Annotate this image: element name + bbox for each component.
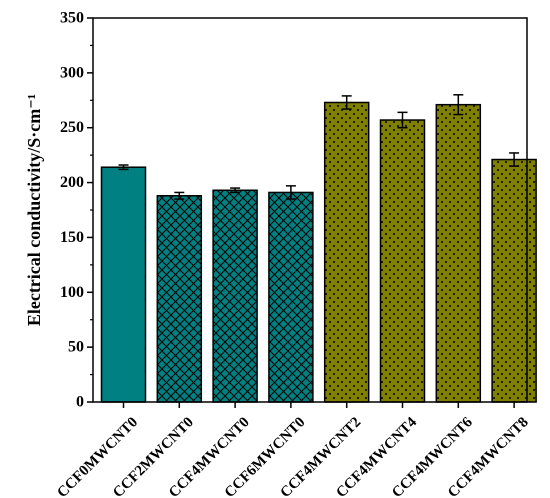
- y-tick-label: 150: [60, 229, 84, 246]
- y-tick-label: 250: [60, 119, 84, 136]
- error-bars-group: [118, 94, 520, 200]
- bars-group: [100, 101, 537, 403]
- bar-CCF4MWCNT0: [212, 189, 258, 403]
- bar-CCF6MWCNT0: [268, 191, 314, 403]
- bar-CCF2MWCNT0: [156, 194, 203, 403]
- error-bar-CCF2MWCNT0: [174, 191, 185, 200]
- error-bar-CCF6MWCNT0: [285, 185, 296, 200]
- x-axis: CCF0MWCNT0CCF2MWCNT0CCF4MWCNT0CCF6MWCNT0…: [54, 402, 532, 498]
- y-tick-label: 100: [60, 284, 84, 301]
- y-axis-title: Electrical conductivity/S·cm⁻¹: [24, 94, 44, 326]
- y-tick-label: 0: [76, 394, 84, 411]
- error-bar-CCF4MWCNT0: [230, 187, 241, 194]
- error-bar-CCF0MWCNT0: [118, 164, 129, 171]
- y-tick-label: 300: [60, 64, 84, 81]
- error-bar-CCF4MWCNT8: [509, 152, 520, 167]
- bar-CCF4MWCNT2: [323, 101, 370, 403]
- bar-CCF4MWCNT6: [435, 103, 482, 403]
- bar-CCF0MWCNT0: [100, 166, 147, 403]
- bar-CCF4MWCNT8: [491, 158, 537, 403]
- y-tick-label: 200: [60, 174, 84, 191]
- error-bar-CCF4MWCNT2: [341, 95, 352, 110]
- bar-CCF4MWCNT4: [379, 119, 426, 403]
- y-axis: 0 50 100 150 200 250 300 350: [60, 10, 528, 411]
- error-bar-CCF4MWCNT6: [453, 94, 464, 116]
- error-bar-CCF4MWCNT4: [397, 111, 408, 129]
- y-tick-label: 350: [60, 10, 84, 27]
- y-tick-label: 50: [68, 339, 84, 356]
